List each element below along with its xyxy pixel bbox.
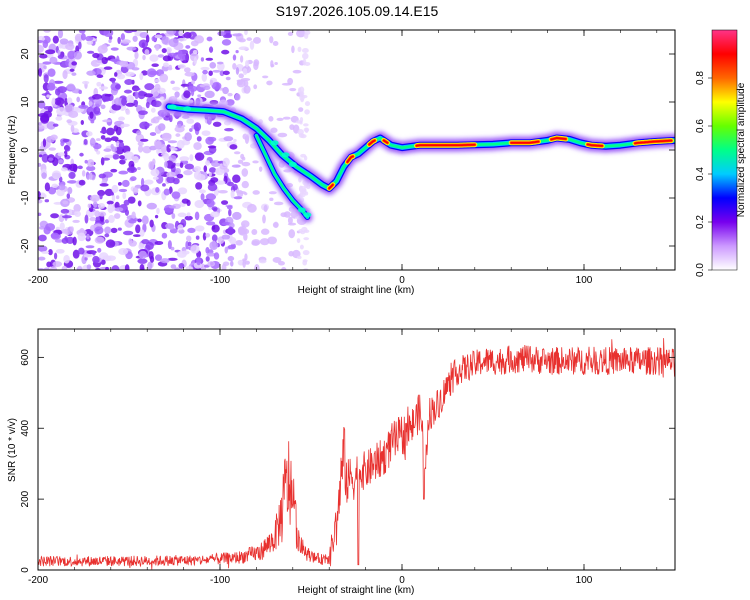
snr-xtick-label: 0 — [399, 575, 405, 586]
spectrogram-xtick-label: -100 — [210, 275, 230, 286]
spectrogram-xtick-label: -200 — [28, 275, 48, 286]
spectrogram-xtick-label: 100 — [576, 275, 593, 286]
spectrogram-ylabel: Frequency (Hz) — [7, 116, 18, 185]
snr-xtick-label: -100 — [210, 575, 230, 586]
spectrogram-xtick-label: 0 — [399, 275, 405, 286]
snr-ytick-label: 600 — [20, 349, 31, 366]
spectrogram-ytick-label: -20 — [20, 238, 31, 253]
colorbar-ticks: 0.0 0.2 0.4 0.6 0.8 — [695, 71, 712, 277]
snr-xlabel: Height of straight line (km) — [298, 585, 415, 596]
spectrogram-xlabel: Height of straight line (km) — [298, 285, 415, 296]
figure-title: S197.2026.105.09.14.E15 — [276, 3, 439, 19]
snr-frame — [37, 328, 676, 571]
snr-xtick-label: -200 — [28, 575, 48, 586]
colorbar-tick-label: 0.2 — [695, 215, 706, 229]
snr-xtick-label: 100 — [576, 575, 593, 586]
colorbar-tick-label: 0.0 — [695, 263, 706, 277]
snr-ytick-label: 400 — [20, 419, 31, 436]
snr-panel: -200 -100 0 100 0 200 400 600 Height of straigh… — [7, 328, 676, 596]
spectrogram-heatmap — [38, 30, 675, 270]
spectrogram-ridge — [161, 98, 675, 224]
snr-ytick-label: 0 — [20, 567, 31, 573]
colorbar: 0.0 0.2 0.4 0.6 0.8 Normalized spectral ampl… — [695, 29, 747, 277]
colorbar-tick-label: 0.6 — [695, 119, 706, 133]
spectrogram-ytick-label: 10 — [20, 96, 31, 108]
snr-ytick-label: 200 — [20, 490, 31, 507]
snr-ylabel: SNR (10 * v/v) — [7, 418, 18, 482]
snr-series-line — [38, 338, 675, 570]
spectrogram-ytick-label: 20 — [20, 48, 31, 60]
colorbar-bar — [711, 29, 738, 271]
colorbar-label: Normalized spectral amplitude — [736, 82, 747, 217]
spectrogram-ytick-label: -10 — [20, 190, 31, 205]
colorbar-tick-label: 0.4 — [695, 167, 706, 181]
colorbar-tick-label: 0.8 — [695, 71, 706, 85]
spectrogram-ytick-label: 0 — [20, 147, 31, 153]
snr-axes: -200 -100 0 100 0 200 400 600 — [20, 329, 675, 586]
